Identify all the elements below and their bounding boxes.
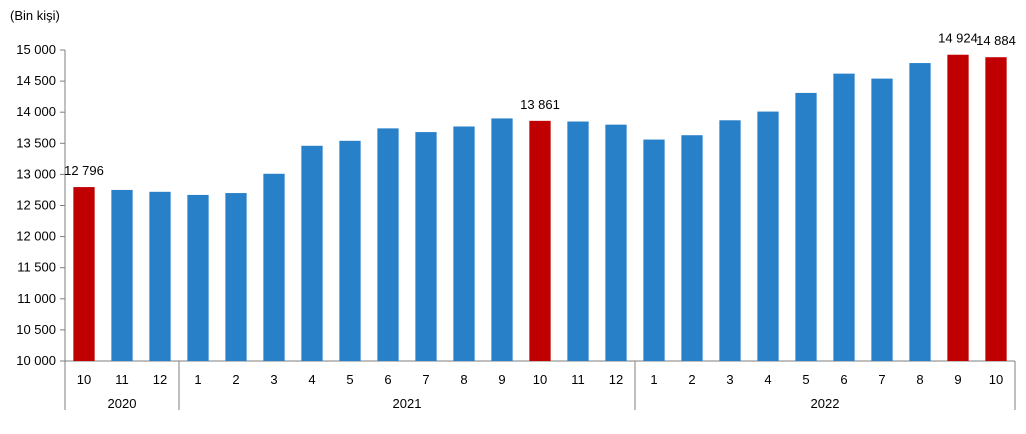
x-month-label: 9 (498, 372, 505, 387)
y-tick-label: 14 500 (16, 73, 56, 88)
bar (187, 194, 209, 361)
x-month-label: 5 (802, 372, 809, 387)
x-month-label: 1 (650, 372, 657, 387)
x-month-label: 8 (460, 372, 467, 387)
bar (795, 92, 817, 361)
y-tick-label: 10 500 (16, 322, 56, 337)
y-tick-label: 12 000 (16, 229, 56, 244)
x-month-label: 11 (571, 372, 585, 387)
bar (871, 78, 893, 361)
bar (73, 187, 95, 361)
x-year-label: 2022 (811, 396, 840, 411)
bar (377, 128, 399, 361)
bar (111, 189, 133, 361)
bar (301, 145, 323, 361)
x-month-label: 9 (954, 372, 961, 387)
x-month-label: 2 (232, 372, 239, 387)
x-month-label: 12 (609, 372, 623, 387)
x-month-label: 1 (194, 372, 201, 387)
bar (149, 191, 171, 361)
y-tick-label: 13 500 (16, 135, 56, 150)
x-month-label: 11 (115, 372, 129, 387)
x-year-label: 2021 (393, 396, 422, 411)
data-label: 14 884 (976, 33, 1016, 48)
bar (529, 120, 551, 362)
x-month-label: 8 (916, 372, 923, 387)
x-year-label: 2020 (108, 396, 137, 411)
y-tick-label: 10 000 (16, 353, 56, 368)
x-month-label: 6 (384, 372, 391, 387)
bar (909, 63, 931, 361)
bar (567, 121, 589, 361)
y-tick-label: 13 000 (16, 166, 56, 181)
bar (833, 73, 855, 362)
bar (643, 139, 665, 361)
bar (339, 140, 361, 361)
x-month-label: 10 (989, 372, 1003, 387)
x-month-label: 3 (726, 372, 733, 387)
bar (491, 118, 513, 361)
x-month-label: 10 (77, 372, 91, 387)
x-month-label: 4 (308, 372, 315, 387)
x-month-label: 7 (422, 372, 429, 387)
x-month-label: 5 (346, 372, 353, 387)
x-month-label: 7 (878, 372, 885, 387)
y-tick-label: 11 500 (17, 260, 56, 275)
x-month-label: 10 (533, 372, 547, 387)
x-month-label: 4 (764, 372, 771, 387)
data-label: 12 796 (64, 163, 104, 178)
bar (719, 120, 741, 361)
bar (415, 132, 437, 361)
y-tick-label: 15 000 (16, 42, 56, 57)
bar (985, 57, 1007, 361)
bar (757, 111, 779, 361)
x-month-label: 12 (153, 372, 167, 387)
y-tick-label: 11 000 (17, 291, 56, 306)
y-tick-label: 12 500 (16, 198, 56, 213)
bar (453, 126, 475, 361)
bar (225, 193, 247, 361)
data-label: 14 924 (938, 31, 978, 46)
bar (263, 173, 285, 361)
x-month-label: 2 (688, 372, 695, 387)
x-month-label: 3 (270, 372, 277, 387)
y-tick-label: 14 000 (16, 104, 56, 119)
bar (605, 124, 627, 361)
bar (681, 135, 703, 361)
y-unit-label: (Bin kişi) (10, 8, 60, 23)
data-label: 13 861 (520, 97, 560, 112)
bar (947, 54, 969, 361)
x-month-label: 6 (840, 372, 847, 387)
